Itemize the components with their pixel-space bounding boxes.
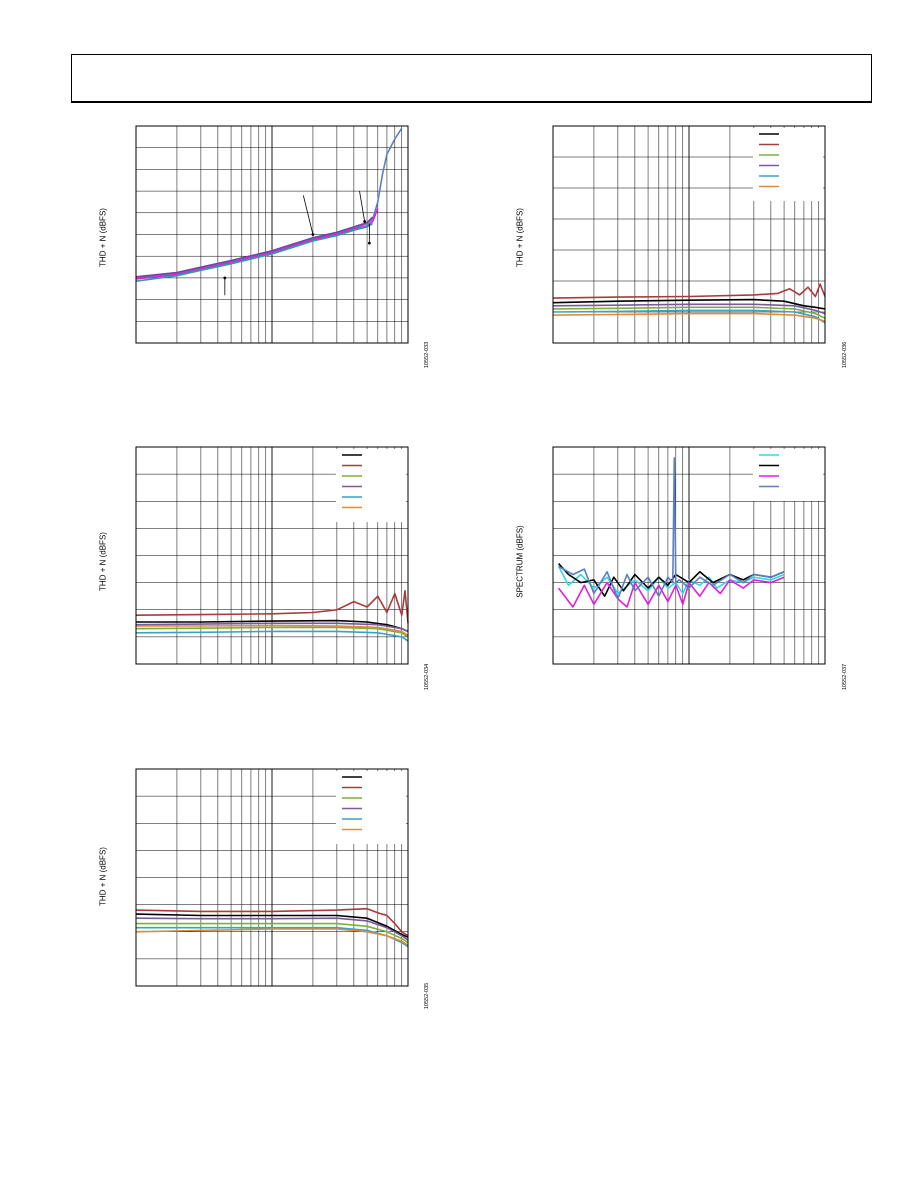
chart2-figure-id: 10552-036 <box>842 341 848 369</box>
chart4-legend-box <box>753 449 823 501</box>
chart1-thd-n <box>135 125 409 344</box>
chart4-series-line-4 <box>558 457 785 600</box>
chart1-series-line-1 <box>135 127 403 279</box>
chart1-annotation-arrowhead-2 <box>223 276 227 280</box>
chart4-spectrum <box>552 446 826 665</box>
chart3-series-line-2 <box>135 590 409 624</box>
chart2-plot-frame <box>552 125 826 344</box>
chart1-series-line-2 <box>135 208 379 280</box>
chart4-plot-frame <box>552 446 826 665</box>
chart2-series-line-5 <box>552 309 826 324</box>
chart3-series-line-3 <box>135 626 409 638</box>
chart2-series-line-2 <box>552 283 826 299</box>
chart1-annotation-arrow-1 <box>302 195 314 235</box>
chart1-annotation-arrowhead-4 <box>367 241 371 245</box>
page-header-box <box>71 54 872 103</box>
chart5-thd-n <box>135 768 409 987</box>
chart2-series-line-6 <box>552 312 826 323</box>
chart3-series-line-5 <box>135 630 409 642</box>
chart4-series-line-2 <box>558 563 785 597</box>
chart3-plot-frame <box>135 446 409 665</box>
chart2-series-line-3 <box>552 306 826 319</box>
chart5-series-line-5 <box>136 926 409 948</box>
chart5-legend-box <box>336 771 406 844</box>
chart3-figure-id: 10552-034 <box>424 663 430 691</box>
chart5-series-line-6 <box>135 928 409 946</box>
chart5-series-line-1 <box>135 913 409 938</box>
chart5-series-line-4 <box>135 917 409 941</box>
chart1-annotation-arrowhead-1 <box>311 233 315 236</box>
chart1-series-line-4 <box>135 222 374 282</box>
chart3-legend-box <box>336 449 406 522</box>
chart1-plot-frame <box>135 125 409 344</box>
chart3-thd-n <box>135 446 409 665</box>
chart4-series-line-3 <box>557 576 785 608</box>
chart2-series-line-4 <box>552 303 826 315</box>
chart5-y-axis-label: THD + N (dBFS) <box>98 847 108 906</box>
chart1-series-line-3 <box>135 216 374 278</box>
chart2-y-axis-label: THD + N (dBFS) <box>515 208 525 267</box>
chart1-figure-id: 10552-033 <box>424 341 430 369</box>
chart3-series-line-4 <box>135 622 409 633</box>
chart3-y-axis-label: THD + N (dBFS) <box>98 532 108 591</box>
chart5-series-line-3 <box>136 922 409 944</box>
chart5-figure-id: 10552-035 <box>424 982 430 1010</box>
chart2-series-line-1 <box>552 298 826 310</box>
chart3-series-line-6 <box>136 624 409 637</box>
chart4-y-axis-label: SPECTRUM (dBFS) <box>515 525 525 598</box>
chart1-annotation-arrowhead-3 <box>363 220 367 223</box>
chart5-plot-frame <box>135 768 409 987</box>
chart2-legend-box <box>753 128 823 201</box>
chart1-annotation-arrow-3 <box>359 191 366 222</box>
chart4-figure-id: 10552-037 <box>842 663 848 691</box>
chart2-thd-n <box>552 125 826 344</box>
chart1-y-axis-label: THD + N (dBFS) <box>98 208 108 267</box>
chart5-series-line-2 <box>135 907 409 937</box>
